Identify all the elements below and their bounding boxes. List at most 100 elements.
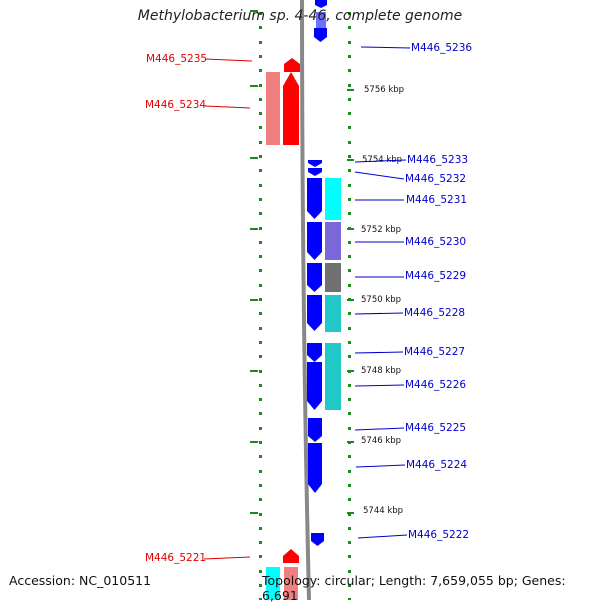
gene-label-reverse-leader: [355, 464, 406, 468]
backbone-line: [300, 0, 311, 601]
gene-feature-purple: [325, 222, 341, 260]
gene-label-reverse: M446_5226: [405, 379, 466, 391]
left-ruler-dot: [259, 470, 262, 473]
left-ruler-dot: [259, 584, 262, 587]
gene-arrow-m446-5232: [308, 168, 322, 176]
gene-label-forward-leader: [203, 556, 251, 560]
gene-arrow-m446-5228: [307, 295, 322, 331]
left-ruler-dot: [259, 355, 262, 358]
right-ruler-dot: [348, 513, 351, 516]
gene-arrow-m446-5229: [307, 263, 322, 292]
left-ruler-dot: [259, 212, 262, 215]
right-major-tick: [347, 159, 354, 161]
left-ruler-dot: [259, 227, 262, 230]
gene-label-reverse: M446_5231: [406, 194, 467, 206]
right-ruler-dot: [348, 470, 351, 473]
right-ruler-dot: [348, 570, 351, 573]
left-ruler-dot: [259, 412, 262, 415]
left-ruler-dot: [259, 26, 262, 29]
right-ruler-dot: [348, 412, 351, 415]
right-ruler-dot: [348, 155, 351, 158]
gene-label-reverse: M446_5236: [411, 42, 472, 54]
right-ruler-dot: [348, 498, 351, 501]
left-ruler-dot: [259, 255, 262, 258]
gene-feature-gray: [325, 263, 341, 292]
gene-feature-teal-long: [325, 343, 341, 410]
right-major-tick: [347, 370, 354, 372]
right-major-tick: [347, 228, 354, 230]
left-ruler-dot: [259, 312, 262, 315]
gene-label-reverse-leader: [354, 312, 404, 315]
right-ruler-dot: [348, 398, 351, 401]
gene-arrow-m446-5225: [308, 418, 322, 442]
left-ruler-dot: [259, 55, 262, 58]
right-ruler-dot: [348, 384, 351, 387]
gene-arrow-top: [315, 0, 327, 8]
right-ruler-dot: [348, 527, 351, 530]
left-ruler-dot: [259, 570, 262, 573]
gene-feature-light-red: [266, 72, 280, 145]
gene-label-forward: M446_5221: [145, 552, 206, 564]
scale-label: 5752 kbp: [361, 225, 401, 235]
left-ruler-dot: [259, 41, 262, 44]
gene-label-reverse-leader: [354, 159, 407, 163]
right-major-tick: [347, 512, 354, 514]
right-ruler-dot: [348, 212, 351, 215]
right-ruler-dot: [348, 255, 351, 258]
right-ruler-dot: [348, 169, 351, 172]
gene-arrow-m446-5235: [284, 58, 300, 72]
gene-arrow-m446-5221: [283, 549, 299, 563]
scale-label: 5744 kbp: [363, 506, 403, 516]
left-ruler-dot: [259, 198, 262, 201]
scale-label: 5750 kbp: [361, 295, 401, 305]
topology-text: Topology: circular; Length: 7,659,055 bp…: [262, 573, 566, 603]
gene-label-forward: M446_5234: [145, 99, 206, 111]
gene-label-reverse-leader: [354, 427, 405, 431]
gene-arrow-m446-5227: [307, 343, 322, 362]
gene-label-reverse-leader: [354, 171, 405, 180]
gene-feature-lavender-top: [316, 12, 326, 28]
right-ruler-dot: [348, 141, 351, 144]
left-major-tick: [250, 228, 258, 230]
right-ruler-dot: [348, 341, 351, 344]
right-ruler-dot: [348, 269, 351, 272]
left-ruler-dot: [259, 370, 262, 373]
gene-label-forward: M446_5235: [146, 53, 207, 65]
left-major-tick: [250, 512, 258, 514]
right-major-tick: [347, 89, 354, 91]
gene-arrow-m446-5230: [307, 222, 322, 260]
left-major-tick: [250, 157, 258, 159]
left-ruler-dot: [259, 12, 262, 15]
right-ruler-dot: [348, 126, 351, 129]
right-ruler-dot: [348, 312, 351, 315]
right-ruler-dot: [348, 584, 351, 587]
left-ruler-dot: [259, 69, 262, 72]
left-ruler-dot: [259, 269, 262, 272]
gene-label-reverse: M446_5224: [406, 459, 467, 471]
gene-label-reverse-leader: [357, 534, 408, 539]
left-ruler-dot: [259, 112, 262, 115]
gene-label-reverse: M446_5233: [407, 154, 468, 166]
left-ruler-dot: [259, 455, 262, 458]
right-ruler-dot: [348, 241, 351, 244]
gene-label-forward-leader: [204, 58, 253, 62]
right-ruler-dot: [348, 112, 351, 115]
left-ruler-dot: [259, 541, 262, 544]
right-ruler-dot: [348, 98, 351, 101]
right-major-tick: [347, 299, 354, 301]
right-ruler-dot: [348, 12, 351, 15]
right-ruler-dot: [348, 541, 351, 544]
gene-label-reverse: M446_5222: [408, 529, 469, 541]
right-ruler-dot: [348, 55, 351, 58]
left-ruler-dot: [259, 513, 262, 516]
scale-label: 5756 kbp: [364, 85, 404, 95]
gene-feature-cyan-bottom: [266, 567, 280, 600]
right-ruler-dot: [348, 41, 351, 44]
left-major-tick: [250, 85, 258, 87]
gene-label-reverse-leader: [354, 351, 404, 354]
right-ruler-dot: [348, 555, 351, 558]
left-ruler-dot: [259, 384, 262, 387]
left-major-tick: [250, 10, 258, 12]
gene-label-reverse-leader: [354, 384, 405, 387]
